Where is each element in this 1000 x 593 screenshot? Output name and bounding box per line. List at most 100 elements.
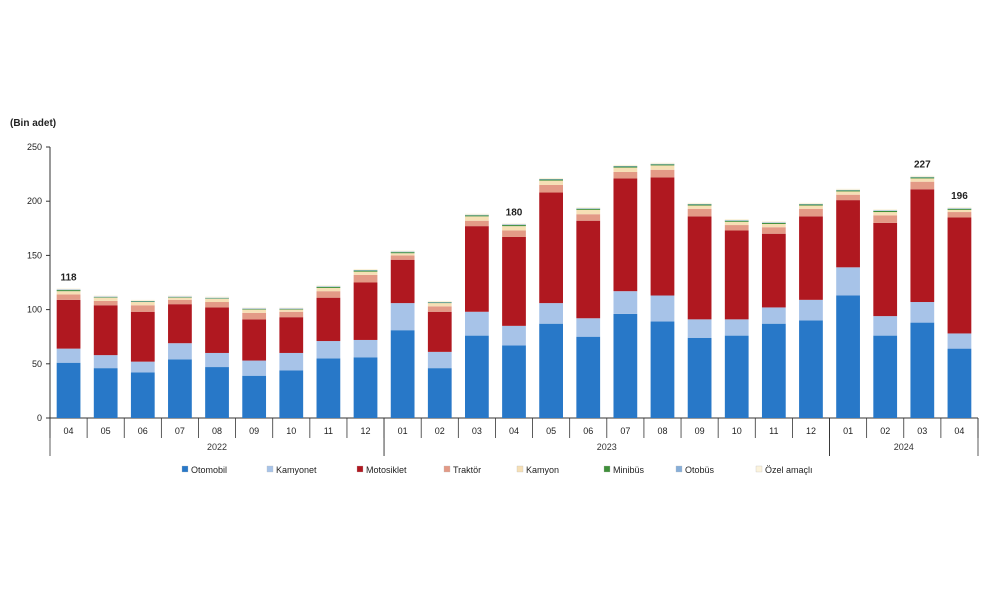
data-labels: 118 180 227 196	[60, 160, 968, 284]
x-tick-label: 02	[435, 426, 445, 436]
year-label: 2024	[894, 442, 914, 452]
legend-swatch	[755, 465, 763, 473]
bar-segment	[724, 230, 749, 320]
bar-segment	[316, 286, 341, 287]
bar-segment	[724, 225, 749, 231]
bar-segment	[502, 236, 526, 326]
bar-segment	[242, 360, 267, 376]
bar-segment	[836, 189, 860, 191]
legend-label: Motosiklet	[366, 465, 407, 475]
x-tick-label: 12	[806, 426, 816, 436]
bar-segment	[242, 319, 267, 361]
bar-segment	[353, 270, 378, 271]
bar-segment	[353, 268, 378, 271]
x-tick-label: 10	[732, 426, 742, 436]
bar-segment	[650, 164, 675, 166]
legend-label: Traktör	[453, 465, 481, 475]
bar-segment	[93, 296, 118, 298]
legend-swatch	[516, 465, 524, 473]
bar-segment	[205, 302, 229, 308]
legend-swatch	[443, 465, 451, 473]
bar-segment	[799, 216, 823, 300]
bar-segment	[799, 320, 823, 418]
bar-segment	[947, 208, 972, 209]
bar-segment	[576, 336, 601, 418]
bar-segment	[836, 188, 860, 190]
year-label: 2023	[597, 442, 617, 452]
bar-segment	[465, 226, 489, 312]
bar-segment	[205, 298, 229, 299]
bar-segment	[799, 205, 823, 209]
bar-segment	[465, 215, 489, 217]
bar-segment	[93, 368, 118, 418]
bar-segment	[724, 319, 749, 336]
bar-segment	[539, 303, 563, 324]
bar-segment	[687, 319, 712, 338]
bar-segment	[836, 200, 860, 268]
bar-segment	[873, 222, 898, 317]
bar-segment	[130, 299, 155, 301]
bar-segment	[910, 181, 935, 190]
x-tick-label: 11	[769, 426, 778, 436]
legend-swatch	[356, 465, 364, 473]
legend-label: Kamyonet	[276, 465, 317, 475]
x-tick-label: 04	[64, 426, 74, 436]
bar-segment	[502, 230, 526, 237]
bar-segment	[390, 250, 415, 252]
bar-segment	[873, 215, 898, 223]
bar-segment	[205, 367, 229, 418]
x-tick-label: 11	[324, 426, 333, 436]
bar-segment	[353, 270, 378, 272]
y-tick-label: 150	[27, 250, 42, 260]
bar-segment	[168, 343, 192, 360]
bar-segment	[613, 166, 638, 168]
bar-segment	[93, 305, 118, 356]
x-tick-label: 02	[880, 426, 890, 436]
bar-segment	[613, 165, 638, 167]
bar-segment	[56, 288, 81, 290]
x-tick-label: 01	[398, 426, 408, 436]
y-axis-unit-label: (Bin adet)	[10, 118, 56, 129]
bar-segment	[205, 296, 229, 298]
bar-segment	[279, 307, 304, 309]
bar-segment	[650, 295, 675, 322]
bar-segment	[427, 303, 452, 307]
bar-segment	[650, 162, 675, 164]
bar-segment	[130, 302, 155, 306]
x-tick-label: 08	[212, 426, 222, 436]
bar-segment	[724, 335, 749, 418]
bar-segment	[93, 297, 118, 301]
bar-segment	[390, 251, 415, 253]
x-tick-label: 03	[917, 426, 927, 436]
bar-segment	[724, 219, 749, 221]
year-label: 2022	[207, 442, 227, 452]
bar-segment	[279, 370, 304, 418]
bar-segment	[168, 296, 192, 298]
data-label: 180	[506, 207, 523, 218]
bar-segment	[205, 298, 229, 303]
bar-segment	[947, 207, 972, 209]
bar-segment	[502, 224, 526, 226]
bar-segment	[947, 348, 972, 418]
bar-segment	[427, 311, 452, 352]
bar-segment	[465, 216, 489, 221]
x-tick-label: 01	[843, 426, 853, 436]
bar-segment	[576, 208, 601, 209]
bar-segment	[427, 302, 452, 303]
bar-segment	[873, 209, 898, 211]
bar-segment	[56, 299, 81, 349]
bar-segment	[56, 294, 81, 300]
bar-segment	[724, 220, 749, 221]
x-tick-label: 09	[249, 426, 259, 436]
bar-segment	[279, 352, 304, 371]
bar-segment	[947, 217, 972, 334]
bar-segment	[873, 212, 898, 216]
bar-segment	[613, 291, 638, 314]
x-tick-label: 05	[101, 426, 111, 436]
bar-segment	[650, 165, 675, 170]
x-tick-label: 03	[472, 426, 482, 436]
y-tick-label: 0	[37, 413, 42, 423]
bar-segment	[910, 177, 935, 179]
bar-segment	[576, 220, 601, 319]
